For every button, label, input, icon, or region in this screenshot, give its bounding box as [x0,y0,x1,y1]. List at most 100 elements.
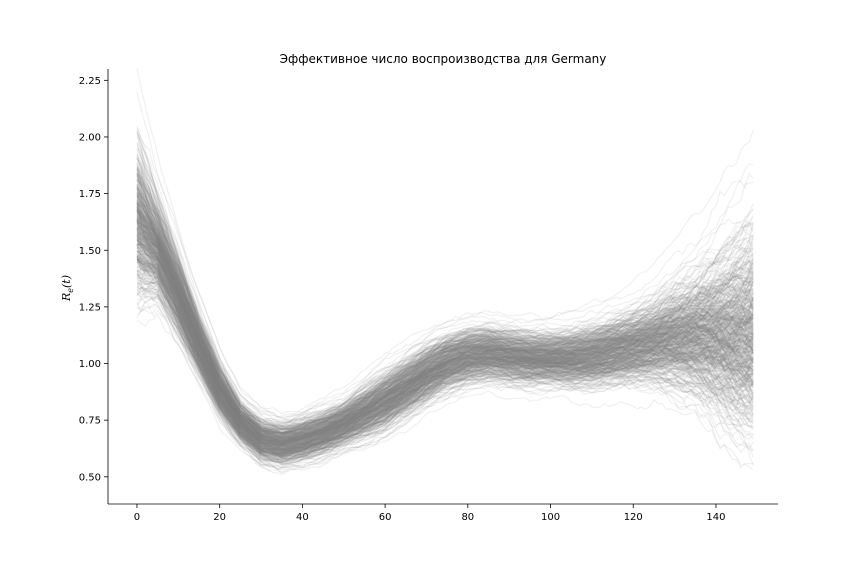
sample-line [136,268,754,452]
sample-line [136,171,754,443]
sample-line [136,226,754,445]
sample-line [136,237,754,449]
sample-line [136,210,754,444]
sample-line [136,185,754,438]
sample-line [136,207,754,453]
sample-line [136,244,754,450]
sample-line [136,220,754,445]
sample-line [136,179,754,431]
sample-line [136,250,754,455]
sample-line [136,161,754,435]
y-tick-label: 0.50 [79,472,101,483]
sample-line [136,201,754,434]
sample-line [136,176,754,441]
sample-line [136,205,754,435]
x-axis-ticks: 0 20 40 60 80 100 120 140 [134,504,726,523]
sample-line [136,210,754,442]
sample-line [136,208,754,451]
sample-line [136,220,754,451]
x-tick-label: 100 [541,512,560,523]
sample-line [136,261,754,455]
sample-line [136,173,754,436]
sample-line [136,201,754,429]
sample-line [136,183,754,434]
sample-line [136,187,754,439]
sample-line [136,267,754,452]
sample-line [136,194,754,440]
sample-line [136,243,754,450]
sample-line [136,246,754,456]
sample-line [136,219,754,455]
sample-line [136,186,754,431]
sample-line [136,151,754,420]
sample-line [136,231,754,439]
sample-line [136,286,754,474]
sample-line [136,238,754,445]
sample-line [136,212,754,446]
sample-line [136,156,754,428]
sample-line [136,231,754,435]
sample-line [136,125,754,418]
x-tick-label: 0 [134,512,140,523]
sample-line [136,255,754,456]
sample-line [136,269,754,456]
sample-line [136,212,754,446]
sample-line [136,189,754,439]
sample-line [136,252,754,453]
sample-line [136,217,754,446]
sample-line [136,203,754,439]
sample-line [136,256,754,464]
sample-line [136,214,754,438]
sample-line [136,259,754,456]
sample-line [136,202,754,445]
sample-line [136,219,754,447]
sample-line [136,225,754,444]
sample-line [136,260,754,459]
sample-line [136,249,754,455]
sample-line [136,240,754,452]
sample-line [136,273,754,458]
sample-line [136,206,754,440]
sample-line [136,227,754,446]
sample-line [136,231,754,450]
sample-line [136,205,754,450]
sample-line [136,203,754,440]
sample-line [136,214,754,440]
sample-line [136,286,754,470]
sample-line [136,242,754,453]
sample-line [136,280,754,465]
sample-line [136,206,754,448]
sample-line [136,169,754,437]
sample-line [136,158,754,440]
sample-line [136,247,754,458]
sample-line [136,243,754,442]
sample-line [136,203,754,442]
sample-line [136,228,754,452]
sample-line [136,293,754,465]
sample-line [136,196,754,442]
sample-line [136,276,754,464]
sample-line [136,215,754,440]
sample-line [136,185,754,436]
sample-line [136,233,754,446]
sample-line [136,204,754,441]
sample-line [136,253,754,451]
sample-line [136,201,754,432]
sample-line [136,265,754,451]
sample-line [136,221,754,446]
sample-line [136,244,754,448]
sample-line [136,217,754,439]
sample-line [136,265,754,461]
sample-line [136,189,754,430]
sample-line [136,288,754,464]
sample-line [136,204,754,443]
sample-line [136,237,754,441]
sample-line [136,227,754,445]
sample-line [136,260,754,454]
x-tick-label: 80 [461,512,474,523]
sample-line [136,307,754,471]
sample-line [136,218,754,455]
sample-line [136,173,754,428]
sample-line [136,274,754,463]
sample-line [136,258,754,458]
